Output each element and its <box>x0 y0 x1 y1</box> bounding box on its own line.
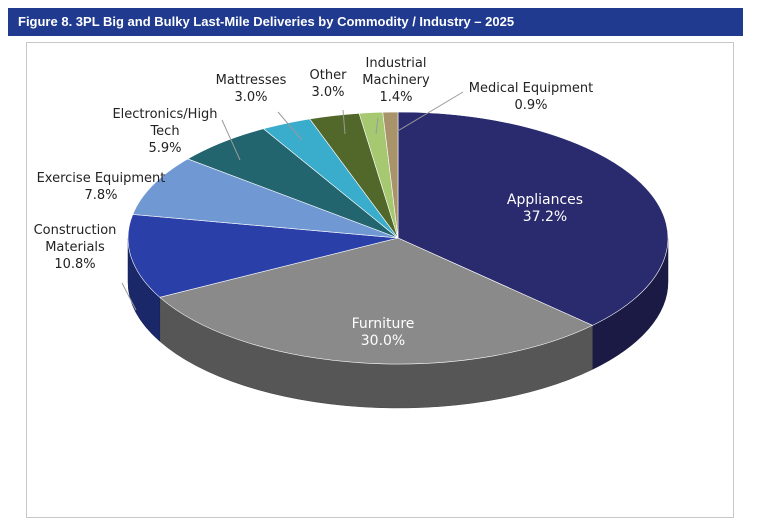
slice-label-electronics-high-tech: Electronics/High Tech <box>112 107 217 139</box>
leader-line-construction-materials <box>121 282 137 311</box>
slice-label-industrial-machinery: Industrial Machinery <box>362 56 430 88</box>
leader-line-industrial-machinery <box>375 117 379 135</box>
slice-label-exercise-equipment: Exercise Equipment <box>37 171 166 186</box>
slice-value-mattresses: 3.0% <box>234 90 267 105</box>
leader-line-medical-equipment <box>395 91 464 133</box>
slice-value-appliances: 37.2% <box>523 209 567 225</box>
slice-value-construction-materials: 10.8% <box>54 257 95 272</box>
leader-line-other <box>342 109 346 135</box>
slice-value-furniture: 30.0% <box>361 333 405 349</box>
slice-label-appliances: Appliances <box>507 192 583 208</box>
pie-slice-construction-materials <box>127 214 399 298</box>
pie-slice-furniture <box>159 237 594 365</box>
slice-label-medical-equipment: Medical Equipment <box>469 81 594 96</box>
figure-title: Figure 8. 3PL Big and Bulky Last-Mile De… <box>8 8 743 36</box>
slice-label-mattresses: Mattresses <box>216 73 287 88</box>
leader-line-mattresses <box>277 111 303 141</box>
slice-value-medical-equipment: 0.9% <box>514 98 547 113</box>
slice-value-electronics-high-tech: 5.9% <box>148 141 181 156</box>
leader-line-electronics-high-tech <box>221 119 241 161</box>
pie-slice-appliances <box>397 111 669 326</box>
slice-value-other: 3.0% <box>311 85 344 100</box>
slice-label-other: Other <box>310 68 348 83</box>
slice-value-industrial-machinery: 1.4% <box>379 90 412 105</box>
slice-value-exercise-equipment: 7.8% <box>84 188 117 203</box>
slice-label-furniture: Furniture <box>352 316 415 332</box>
pie-slice-medical-equipment <box>382 111 399 239</box>
slice-label-construction-materials: Construction Materials <box>34 223 117 255</box>
pie-slice-exercise-equipment <box>132 158 399 239</box>
